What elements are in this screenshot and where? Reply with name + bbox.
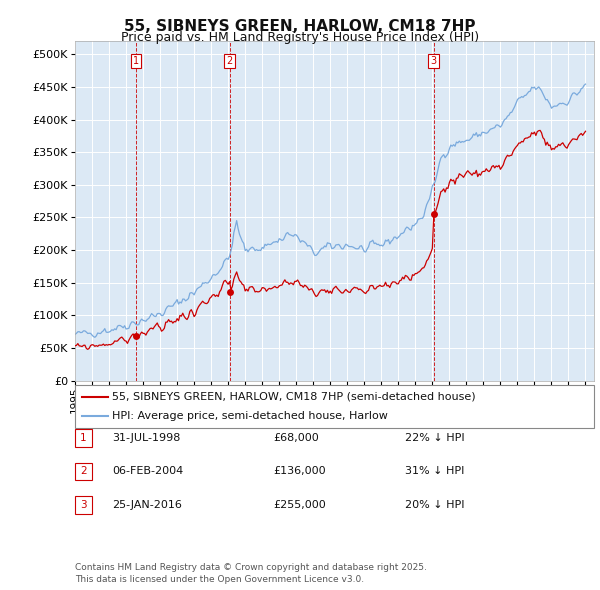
Text: 1: 1 bbox=[133, 56, 139, 66]
Text: HPI: Average price, semi-detached house, Harlow: HPI: Average price, semi-detached house,… bbox=[112, 411, 388, 421]
Text: 55, SIBNEYS GREEN, HARLOW, CM18 7HP: 55, SIBNEYS GREEN, HARLOW, CM18 7HP bbox=[124, 19, 476, 34]
Text: 25-JAN-2016: 25-JAN-2016 bbox=[112, 500, 182, 510]
Text: 2: 2 bbox=[80, 467, 87, 476]
Text: Contains HM Land Registry data © Crown copyright and database right 2025.
This d: Contains HM Land Registry data © Crown c… bbox=[75, 563, 427, 584]
Text: £136,000: £136,000 bbox=[273, 467, 326, 476]
Text: 1: 1 bbox=[80, 433, 87, 442]
Text: 31-JUL-1998: 31-JUL-1998 bbox=[112, 433, 181, 442]
Text: 3: 3 bbox=[430, 56, 437, 66]
Text: £255,000: £255,000 bbox=[273, 500, 326, 510]
Text: 20% ↓ HPI: 20% ↓ HPI bbox=[405, 500, 464, 510]
Text: 55, SIBNEYS GREEN, HARLOW, CM18 7HP (semi-detached house): 55, SIBNEYS GREEN, HARLOW, CM18 7HP (sem… bbox=[112, 392, 476, 402]
Text: 22% ↓ HPI: 22% ↓ HPI bbox=[405, 433, 464, 442]
Text: £68,000: £68,000 bbox=[273, 433, 319, 442]
Text: Price paid vs. HM Land Registry's House Price Index (HPI): Price paid vs. HM Land Registry's House … bbox=[121, 31, 479, 44]
Text: 31% ↓ HPI: 31% ↓ HPI bbox=[405, 467, 464, 476]
Text: 3: 3 bbox=[80, 500, 87, 510]
Text: 2: 2 bbox=[227, 56, 233, 66]
Text: 06-FEB-2004: 06-FEB-2004 bbox=[112, 467, 184, 476]
